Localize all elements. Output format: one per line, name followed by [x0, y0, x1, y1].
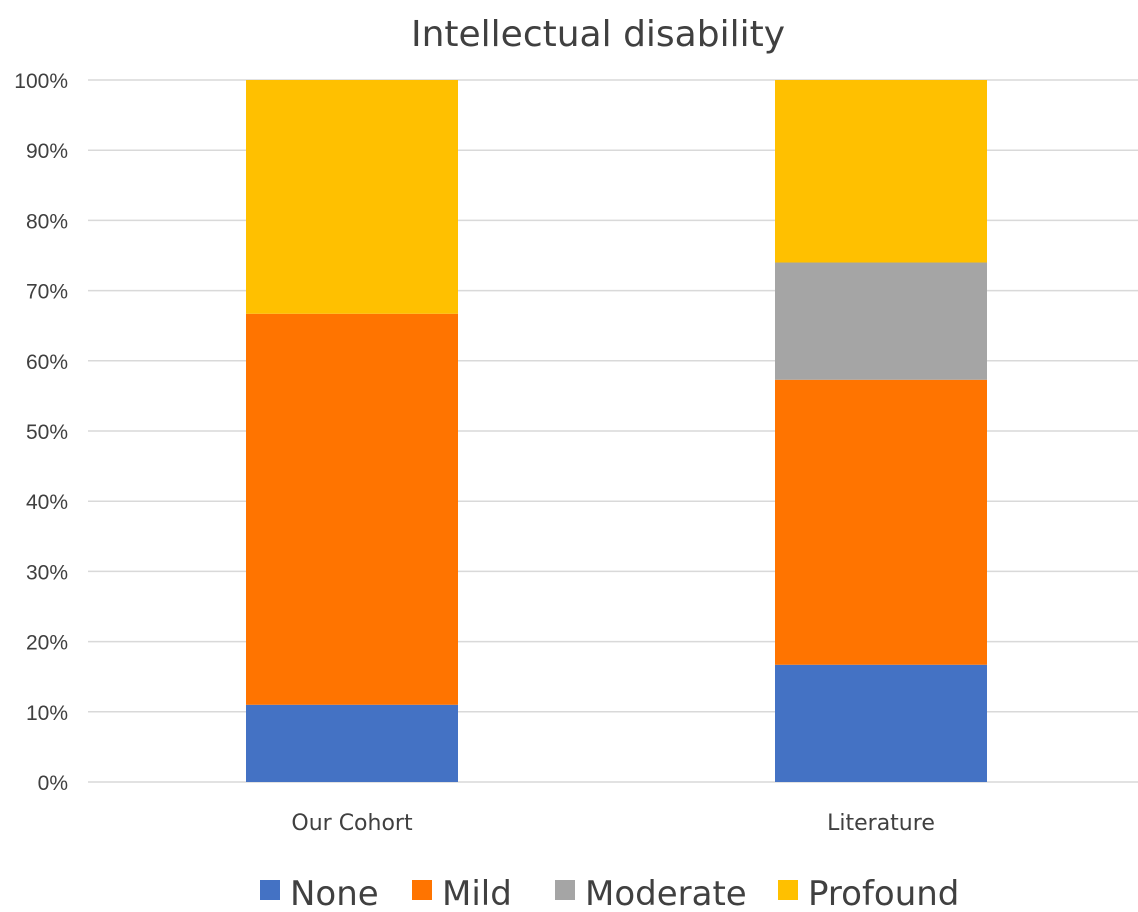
y-tick-label: 20% [26, 632, 68, 655]
y-tick-label: 30% [26, 561, 68, 584]
bar-segment-none-literature [775, 664, 987, 782]
x-axis-category-labels: Our Cohort Literature [291, 811, 934, 836]
legend: None Mild Moderate Profound [260, 874, 959, 912]
legend-label: Mild [442, 874, 512, 912]
legend-swatch [778, 880, 798, 900]
legend-label: Profound [808, 874, 959, 912]
stacked-bars [246, 80, 987, 782]
legend-item-profound: Profound [778, 874, 959, 912]
bar-segment-moderate-literature [775, 262, 987, 380]
legend-swatch [260, 880, 280, 900]
y-tick-label: 90% [26, 140, 68, 163]
y-tick-label: 0% [38, 772, 68, 795]
y-tick-label: 70% [26, 281, 68, 304]
bar-segment-none-our-cohort [246, 704, 458, 782]
legend-item-mild: Mild [412, 874, 512, 912]
x-category-label: Our Cohort [291, 811, 413, 836]
legend-swatch [555, 880, 575, 900]
bar-segment-profound-literature [775, 80, 987, 263]
y-tick-label: 10% [26, 702, 68, 725]
legend-swatch [412, 880, 432, 900]
bar-segment-profound-our-cohort [246, 80, 458, 314]
y-tick-label: 60% [26, 351, 68, 374]
legend-item-none: None [260, 874, 379, 912]
bar-segment-mild-our-cohort [246, 313, 458, 705]
chart-title: Intellectual disability [411, 14, 785, 55]
legend-label: None [290, 874, 379, 912]
y-axis-tick-labels: 0% 10% 20% 30% 40% 50% 60% 70% 80% 90% 100% [14, 70, 68, 795]
legend-item-moderate: Moderate [555, 874, 747, 912]
y-tick-label: 50% [26, 421, 68, 444]
y-tick-label: 40% [26, 491, 68, 514]
legend-label: Moderate [585, 874, 747, 912]
x-category-label: Literature [827, 811, 935, 836]
y-tick-label: 100% [14, 70, 68, 93]
y-tick-label: 80% [26, 210, 68, 233]
bar-segment-mild-literature [775, 379, 987, 665]
